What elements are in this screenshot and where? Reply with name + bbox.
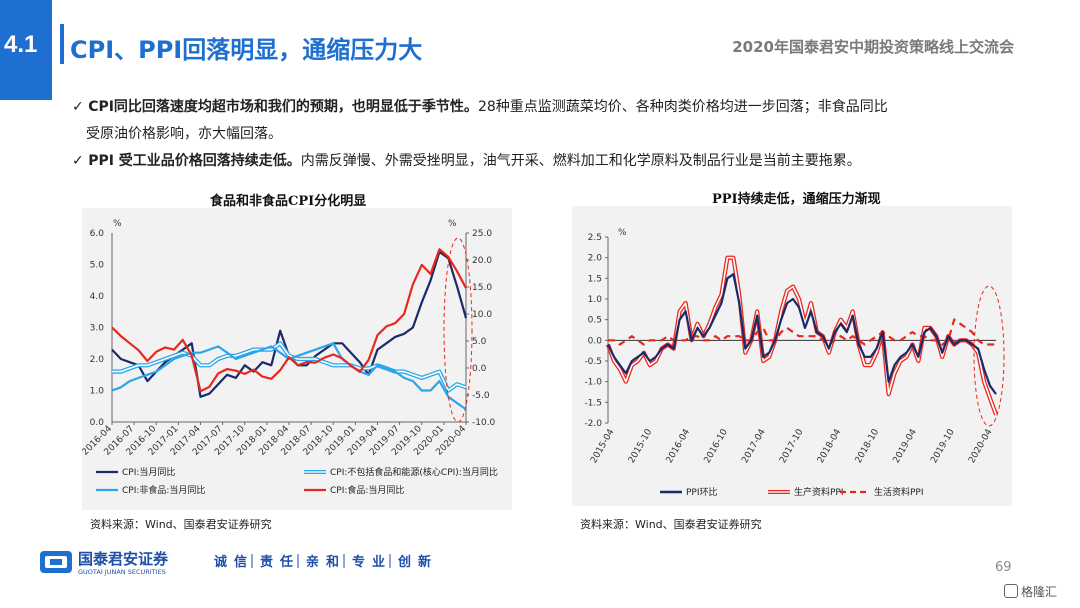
series-line xyxy=(112,341,467,393)
value-char: 专 xyxy=(352,554,365,570)
value-char: 和 xyxy=(326,554,339,570)
bullet-bold-text: PPI 受工业品价格回落持续走低。 xyxy=(88,153,301,169)
page-title: CPI、PPI回落明显，通缩压力大 xyxy=(70,36,423,64)
y-tick-label: 5.0 xyxy=(90,261,105,271)
value-char: 新 xyxy=(418,554,431,570)
chart1-panel: %% 6.0 5.0 4.0 3.0 2.0 1.0 0.0 25.0 20.0 15.0 10.0 5… xyxy=(80,208,512,510)
y-tick-label: 0.0 xyxy=(90,418,105,428)
company-logo-icon xyxy=(40,551,72,573)
y2-tick-label: 15.0 xyxy=(472,283,492,293)
footer: 国泰君安证券 GUOTAI JUNAN SECURITIES 诚信责任亲和专业创… xyxy=(36,548,496,576)
legend-label: 生活资料PPI xyxy=(874,486,924,498)
value-char: 诚 xyxy=(214,554,227,570)
right-axis-unit: % xyxy=(448,219,457,229)
chart1-title: 食品和非食品CPI分化明显 xyxy=(210,194,367,209)
y-tick-label: 1.0 xyxy=(90,387,105,397)
value-char: 业 xyxy=(372,554,385,570)
y-tick-label: -0.5 xyxy=(584,357,602,367)
series-line xyxy=(608,317,996,346)
y-tick-label: 6.0 xyxy=(90,229,105,239)
y-tick-label: -1.5 xyxy=(584,398,602,408)
chart2-title: PPI持续走低，通缩压力渐现 xyxy=(712,192,881,207)
watermark-logo-icon xyxy=(1004,584,1018,598)
title-accent-bar xyxy=(60,24,64,64)
x-tick-label: 2016-04 xyxy=(665,427,693,465)
y2-tick-label: 0.0 xyxy=(472,364,487,374)
watermark-text: 格隆汇 xyxy=(1021,585,1058,599)
ppi-chart: %2.52.01.51.00.50.0-0.5-1.0-1.5-2.02015-… xyxy=(584,228,1005,498)
series-line xyxy=(607,273,997,395)
bullet-bold-text: CPI同比回落速度均超市场和我们的预期，也明显低于季节性。 xyxy=(88,99,478,115)
y-tick-label: 0.5 xyxy=(588,316,602,326)
y-tick-label: 3.0 xyxy=(90,324,105,334)
x-tick-label: 2016-10 xyxy=(703,427,731,465)
highlight-ellipse xyxy=(973,285,1005,427)
cpi-chart: % % 6.0 5.0 4.0 3.0 2.0 1.0 0.0 25.0 20.0 15.0 10.0 5… xyxy=(80,219,498,496)
y-tick-label: 1.5 xyxy=(588,274,602,284)
check-icon: ✓ xyxy=(72,99,84,115)
y2-tick-label: 25.0 xyxy=(472,229,492,239)
y-tick-label: 2.5 xyxy=(588,233,602,243)
company-values: 诚信责任亲和专业创新 xyxy=(214,554,431,570)
company-name: 国泰君安证券 xyxy=(78,550,169,568)
x-tick-label: 2018-04 xyxy=(816,427,844,465)
chart2-source: 资料来源：Wind、国泰君安证券研究 xyxy=(580,518,762,531)
check-icon: ✓ xyxy=(72,153,84,169)
y2-tick-label: 10.0 xyxy=(472,310,492,320)
series-line-inner xyxy=(112,342,467,392)
x-tick-label: 2017-10 xyxy=(778,427,806,465)
value-char: 责 xyxy=(260,554,273,570)
legend-label: CPI:不包括食品和能源(核心CPI):当月同比 xyxy=(330,466,498,478)
y-tick-label: 2.0 xyxy=(588,254,603,264)
y-axis-unit: % xyxy=(618,228,627,238)
value-char: 创 xyxy=(397,554,411,570)
y-tick-label: 0.0 xyxy=(588,336,603,346)
legend-label: CPI:食品:当月同比 xyxy=(330,484,404,496)
y-tick-label: -2.0 xyxy=(584,419,602,429)
company-name-en: GUOTAI JUNAN SECURITIES xyxy=(78,568,166,576)
y-tick-label: 4.0 xyxy=(90,292,105,302)
section-badge: 4.1 xyxy=(0,0,52,100)
y2-tick-label: 20.0 xyxy=(472,256,492,266)
left-axis-unit: % xyxy=(113,219,122,229)
legend-label: PPI环比 xyxy=(686,486,718,498)
chart1-source: 资料来源：Wind、国泰君安证券研究 xyxy=(90,518,272,531)
bullet-text: 28种重点监测蔬菜均价、各种肉类价格均进一步回落；非食品同比 xyxy=(477,99,888,115)
y-tick-label: -1.0 xyxy=(584,378,602,388)
y2-tick-label: -10.0 xyxy=(472,418,496,428)
x-tick-label: 2015-04 xyxy=(589,427,617,465)
y2-tick-label: 5.0 xyxy=(472,337,487,347)
x-tick-label: 2017-04 xyxy=(740,427,768,465)
bullet-item: ✓ CPI同比回落速度均超市场和我们的预期，也明显低于季节性。28种重点监测蔬菜… xyxy=(72,94,1032,121)
legend-label: 生产资料PPI xyxy=(794,486,844,498)
legend-label: CPI:非食品:当月同比 xyxy=(122,484,205,496)
highlight-ellipse xyxy=(443,237,473,423)
watermark: 格隆汇 xyxy=(1004,583,1057,600)
section-number: 4.1 xyxy=(4,31,38,58)
series-line xyxy=(111,248,467,393)
value-char: 信 xyxy=(234,554,247,570)
chart2-panel: % 2.5 2.0 1.5 1.0 0.5 0.0 -0.5 -1.0 -1.5 -2.0 2015-… xyxy=(572,206,1012,506)
legend-label: CPI:当月同比 xyxy=(122,466,175,478)
bullet-continuation: 受原油价格影响，亦大幅回落。 xyxy=(86,126,282,142)
footer-strip: 国泰君安证券 GUOTAI JUNAN SECURITIES 诚信责任亲和专业创… xyxy=(40,550,431,576)
x-tick-label: 2020-04 xyxy=(967,427,995,465)
x-tick-label: 2019-04 xyxy=(892,427,920,465)
bullet-item: ✓ PPI 受工业品价格回落持续走低。内需反弹慢、外需受挫明显，油气开采、燃料加… xyxy=(72,148,1032,175)
y2-tick-label: -5.0 xyxy=(472,391,490,401)
bullet-list: ✓ CPI同比回落速度均超市场和我们的预期，也明显低于季节性。28种重点监测蔬菜… xyxy=(72,94,1032,175)
y-tick-label: 1.0 xyxy=(588,295,603,305)
conference-label: 2020年国泰君安中期投资策略线上交流会 xyxy=(732,38,1014,56)
x-tick-label: 2015-10 xyxy=(627,427,655,465)
x-tick-label: 2019-10 xyxy=(929,427,957,465)
x-tick-label: 2018-10 xyxy=(854,427,882,465)
y-tick-label: 2.0 xyxy=(90,355,105,365)
page-number: 69 xyxy=(995,560,1012,575)
value-char: 亲 xyxy=(306,554,319,570)
bullet-text: 内需反弹慢、外需受挫明显，油气开采、燃料加工和化学原料及制品行业是当前主要拖累。 xyxy=(300,153,861,169)
value-char: 任 xyxy=(279,554,293,570)
